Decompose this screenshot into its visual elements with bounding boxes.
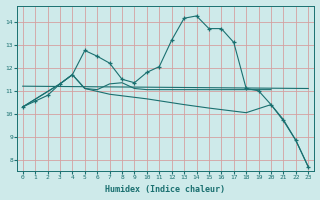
X-axis label: Humidex (Indice chaleur): Humidex (Indice chaleur) <box>106 185 226 194</box>
